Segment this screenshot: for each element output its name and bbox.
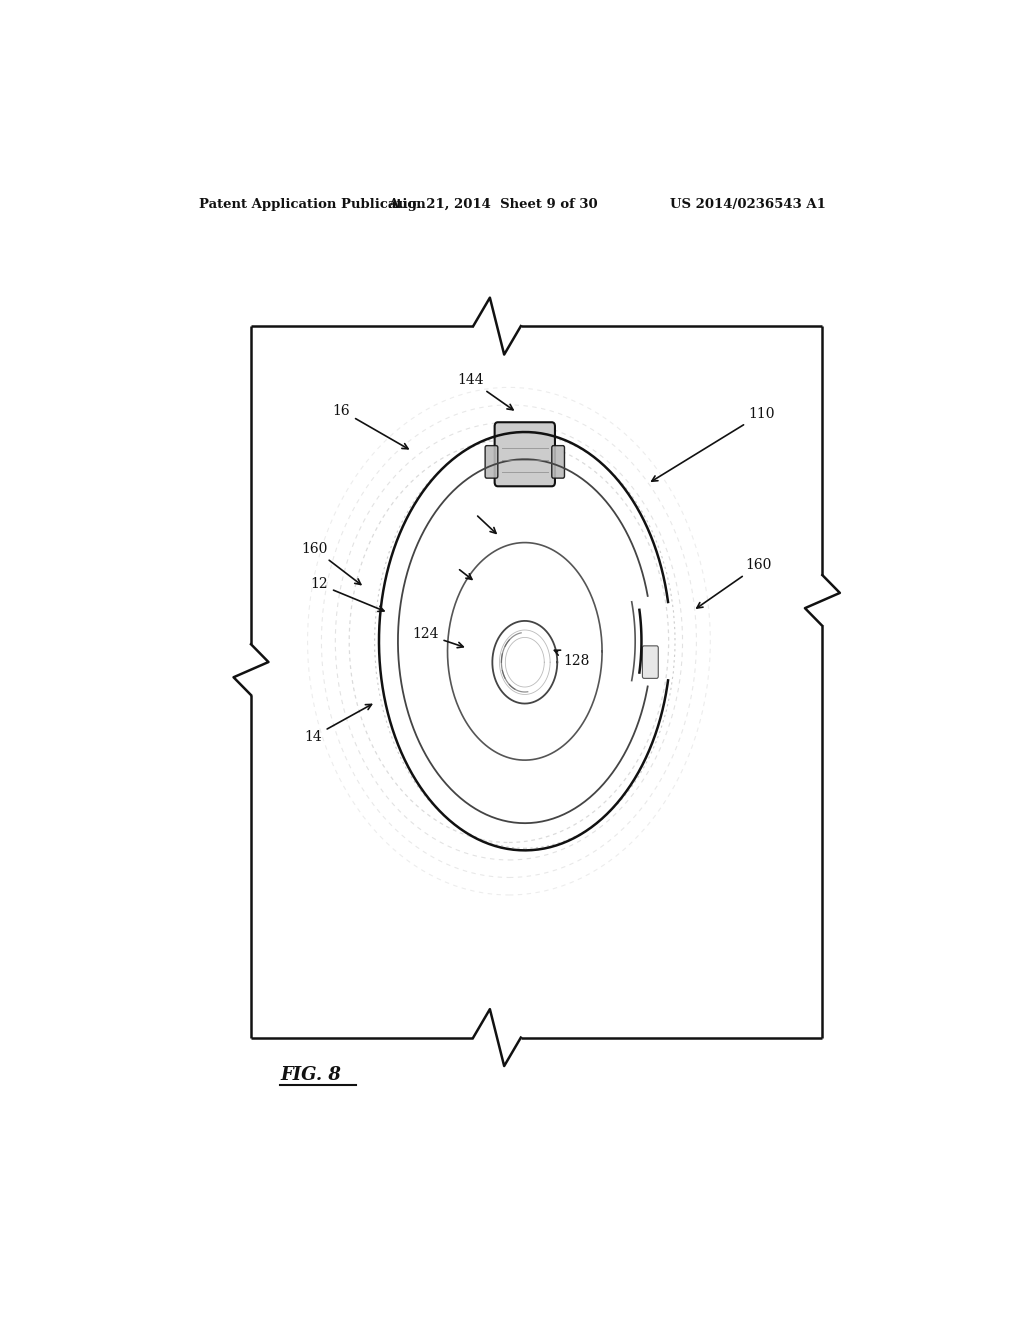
FancyBboxPatch shape	[495, 422, 555, 486]
Text: 160: 160	[697, 558, 772, 609]
Text: 12: 12	[310, 577, 384, 611]
Text: FIG. 8: FIG. 8	[281, 1067, 341, 1084]
FancyBboxPatch shape	[485, 446, 498, 478]
FancyBboxPatch shape	[642, 645, 658, 678]
Text: 160: 160	[301, 541, 360, 585]
Text: 14: 14	[304, 705, 372, 743]
Text: Aug. 21, 2014  Sheet 9 of 30: Aug. 21, 2014 Sheet 9 of 30	[388, 198, 598, 211]
Text: 144: 144	[458, 374, 513, 409]
Text: 128: 128	[554, 651, 589, 668]
Text: 124: 124	[412, 627, 463, 648]
Text: Patent Application Publication: Patent Application Publication	[200, 198, 426, 211]
Text: 16: 16	[333, 404, 409, 449]
Text: US 2014/0236543 A1: US 2014/0236543 A1	[671, 198, 826, 211]
Text: 110: 110	[651, 407, 775, 482]
FancyBboxPatch shape	[552, 446, 564, 478]
